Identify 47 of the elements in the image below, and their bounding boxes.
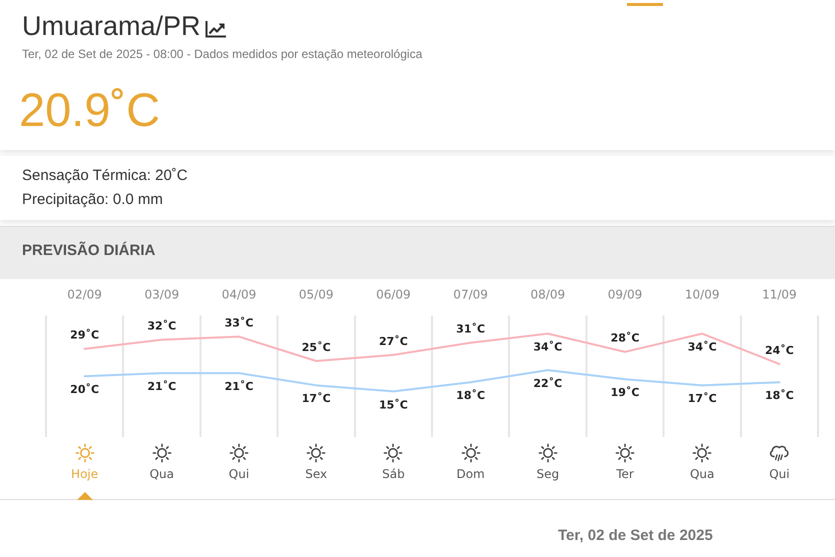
data-label: 28˚C [610, 332, 640, 345]
x-tick-label: 02/09 [67, 287, 102, 302]
x-tick-label: 06/09 [376, 287, 411, 302]
data-label: 21˚C [224, 380, 254, 394]
x-tick-label: 05/09 [298, 287, 334, 302]
chart-subtitle: Ter, 02 de Set de 2025 - 08:00 - Dados medidos por estação meteorológica [22, 46, 422, 62]
chart-title: Umuarama/PR [22, 10, 201, 42]
text: Sensação Térmica: 20˚C [22, 167, 188, 185]
annotation: Sex [304, 466, 328, 482]
data-label: 29˚C [70, 328, 100, 342]
x-tick-label: 04/09 [222, 287, 256, 302]
data-label: 21˚C [147, 380, 176, 394]
text: 20.9˚C [19, 82, 160, 138]
data-label: 20˚C [70, 383, 100, 396]
data-label: 18˚C [456, 389, 486, 402]
annotation: Qua [688, 466, 716, 482]
annotation: Hoje [70, 466, 100, 482]
data-label: 34˚C [533, 340, 562, 354]
annotation: Seg [535, 466, 560, 482]
data-label: 24˚C [764, 344, 794, 357]
x-tick-label: 08/09 [530, 287, 566, 302]
data-label: 17˚C [302, 392, 331, 406]
annotation: Dom [455, 466, 486, 482]
x-tick-label: 03/09 [144, 287, 180, 302]
x-tick-label: 10/09 [684, 287, 720, 302]
data-label: 22˚C [533, 376, 562, 390]
x-tick-label: 11/09 [762, 287, 797, 302]
data-label: 15˚C [378, 398, 408, 412]
annotation: Qui [768, 466, 791, 482]
data-label: 34˚C [688, 340, 717, 354]
annotation: Qua [148, 466, 175, 482]
data-label: 32˚C [147, 320, 176, 333]
annotation: Sáb [381, 466, 406, 482]
data-label: 18˚C [764, 389, 794, 402]
data-label: 17˚C [688, 392, 717, 406]
annotation: Qui [228, 466, 250, 482]
annotation: Ter [615, 466, 635, 482]
text: Precipitação: 0.0 mm [22, 191, 163, 209]
data-label: 27˚C [378, 334, 408, 348]
data-label: 25˚C [302, 340, 331, 354]
text: Ter, 02 de Set de 2025 [558, 527, 713, 545]
text: PREVISÃO DIÁRIA [22, 242, 156, 260]
data-label: 19˚C [610, 386, 640, 400]
x-tick-label: 07/09 [453, 287, 488, 302]
data-label: 31˚C [456, 322, 486, 336]
x-tick-label: 09/09 [608, 287, 642, 302]
data-label: 33˚C [224, 316, 254, 330]
